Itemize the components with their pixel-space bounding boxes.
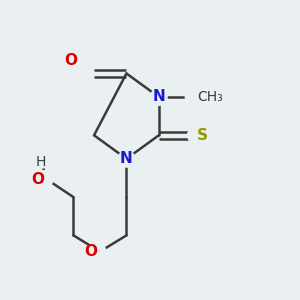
Text: H: H [36, 155, 46, 169]
Text: S: S [197, 128, 208, 143]
Text: O: O [64, 52, 77, 68]
Text: N: N [120, 151, 133, 166]
Circle shape [185, 85, 209, 109]
Text: N: N [152, 89, 165, 104]
Text: O: O [84, 244, 97, 259]
Circle shape [151, 89, 167, 105]
Circle shape [88, 243, 106, 260]
Circle shape [188, 126, 206, 145]
Circle shape [34, 155, 47, 168]
Circle shape [35, 171, 53, 188]
Circle shape [118, 151, 135, 167]
Text: CH₃: CH₃ [197, 90, 223, 104]
Circle shape [62, 59, 79, 76]
Text: O: O [31, 172, 44, 187]
